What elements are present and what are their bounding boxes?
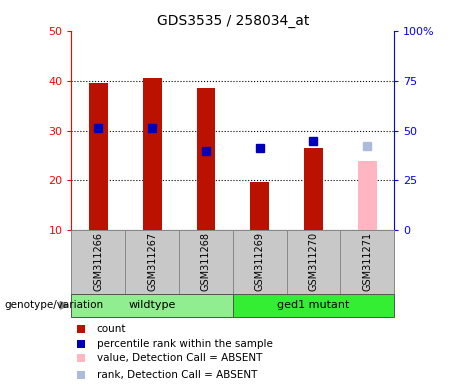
Bar — [287, 230, 340, 294]
Bar — [125, 230, 179, 294]
Bar — [340, 230, 394, 294]
Bar — [304, 148, 323, 230]
Text: percentile rank within the sample: percentile rank within the sample — [97, 339, 272, 349]
Bar — [233, 230, 287, 294]
Bar — [71, 294, 233, 317]
Text: GSM311268: GSM311268 — [201, 232, 211, 291]
Text: GSM311271: GSM311271 — [362, 232, 372, 291]
Bar — [143, 78, 161, 230]
Text: GSM311270: GSM311270 — [308, 232, 319, 291]
Bar — [233, 294, 394, 317]
Bar — [71, 230, 125, 294]
Text: GSM311269: GSM311269 — [254, 232, 265, 291]
Text: ged1 mutant: ged1 mutant — [278, 300, 349, 310]
Text: GSM311267: GSM311267 — [147, 232, 157, 291]
Bar — [179, 230, 233, 294]
Text: count: count — [97, 324, 126, 334]
Bar — [196, 88, 215, 230]
Bar — [89, 83, 108, 230]
Text: genotype/variation: genotype/variation — [5, 300, 104, 310]
Text: rank, Detection Call = ABSENT: rank, Detection Call = ABSENT — [97, 369, 257, 380]
Text: wildtype: wildtype — [129, 300, 176, 310]
Text: GSM311266: GSM311266 — [93, 232, 103, 291]
Text: value, Detection Call = ABSENT: value, Detection Call = ABSENT — [97, 353, 262, 364]
Bar — [250, 182, 269, 230]
Title: GDS3535 / 258034_at: GDS3535 / 258034_at — [157, 14, 309, 28]
Bar — [358, 161, 377, 230]
